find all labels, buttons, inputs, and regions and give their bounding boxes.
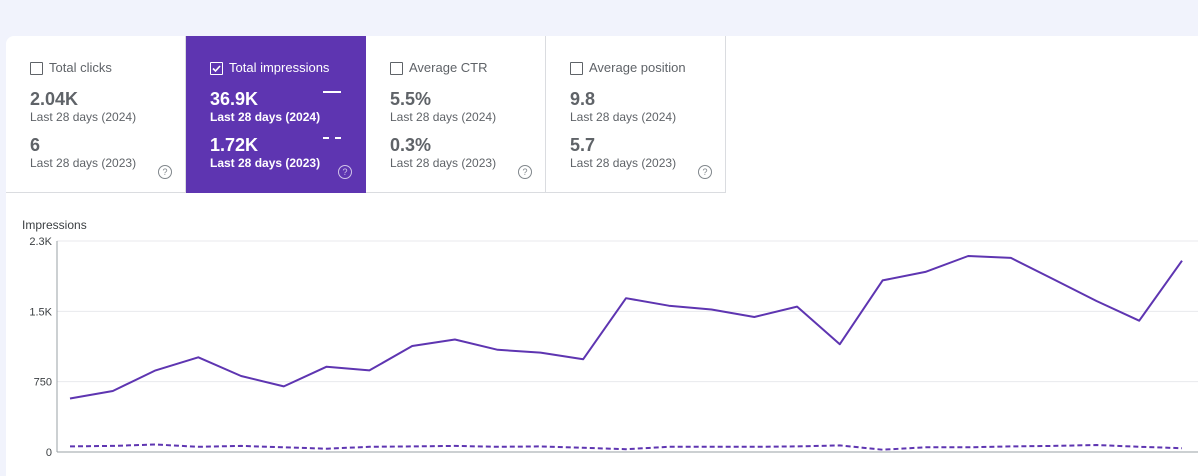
metric-label: Average position xyxy=(589,60,686,75)
legend-solid-line-icon xyxy=(323,91,341,93)
metric-value-current: 2.04K xyxy=(30,89,79,109)
metric-average-position[interactable]: Average position 9.8 Last 28 days (2024)… xyxy=(546,36,726,193)
metric-average-ctr[interactable]: Average CTR 5.5% Last 28 days (2024) 0.3… xyxy=(366,36,546,193)
metric-period-current: Last 28 days (2024) xyxy=(210,110,321,124)
legend-dashed-line-icon xyxy=(323,137,341,139)
metric-value-previous: 0.3% xyxy=(390,135,432,155)
metric-label: Total impressions xyxy=(229,60,330,75)
metric-period-current: Last 28 days (2024) xyxy=(30,110,137,124)
checkbox-icon[interactable] xyxy=(390,61,403,75)
metric-label: Total clicks xyxy=(49,60,112,75)
metric-period-previous: Last 28 days (2023) xyxy=(570,156,677,170)
help-icon[interactable]: ? xyxy=(158,165,172,179)
checkbox-checked-icon[interactable] xyxy=(210,61,223,75)
metric-period-current: Last 28 days (2024) xyxy=(570,110,677,124)
help-icon[interactable]: ? xyxy=(698,165,712,179)
metric-period-previous: Last 28 days (2023) xyxy=(210,156,321,170)
metric-value-previous: 1.72K xyxy=(210,135,259,155)
metric-period-previous: Last 28 days (2023) xyxy=(30,156,137,170)
metric-value-current: 36.9K xyxy=(210,89,259,109)
metric-label: Average CTR xyxy=(409,60,488,75)
metric-value-current: 5.5% xyxy=(390,89,432,109)
checkbox-icon[interactable] xyxy=(30,61,43,75)
metric-value-previous: 5.7 xyxy=(570,135,596,155)
metric-total-clicks[interactable]: Total clicks 2.04K Last 28 days (2024) 6… xyxy=(6,36,186,193)
help-icon[interactable]: ? xyxy=(338,165,352,179)
metric-value-previous: 6 xyxy=(30,135,41,155)
checkbox-icon[interactable] xyxy=(570,61,583,75)
help-icon[interactable]: ? xyxy=(518,165,532,179)
metric-period-previous: Last 28 days (2023) xyxy=(390,156,497,170)
metric-value-current: 9.8 xyxy=(570,89,596,109)
performance-card: Total clicks 2.04K Last 28 days (2024) 6… xyxy=(6,36,1198,476)
metric-period-current: Last 28 days (2024) xyxy=(390,110,497,124)
metric-total-impressions[interactable]: Total impressions 36.9K Last 28 days (20… xyxy=(186,36,366,193)
